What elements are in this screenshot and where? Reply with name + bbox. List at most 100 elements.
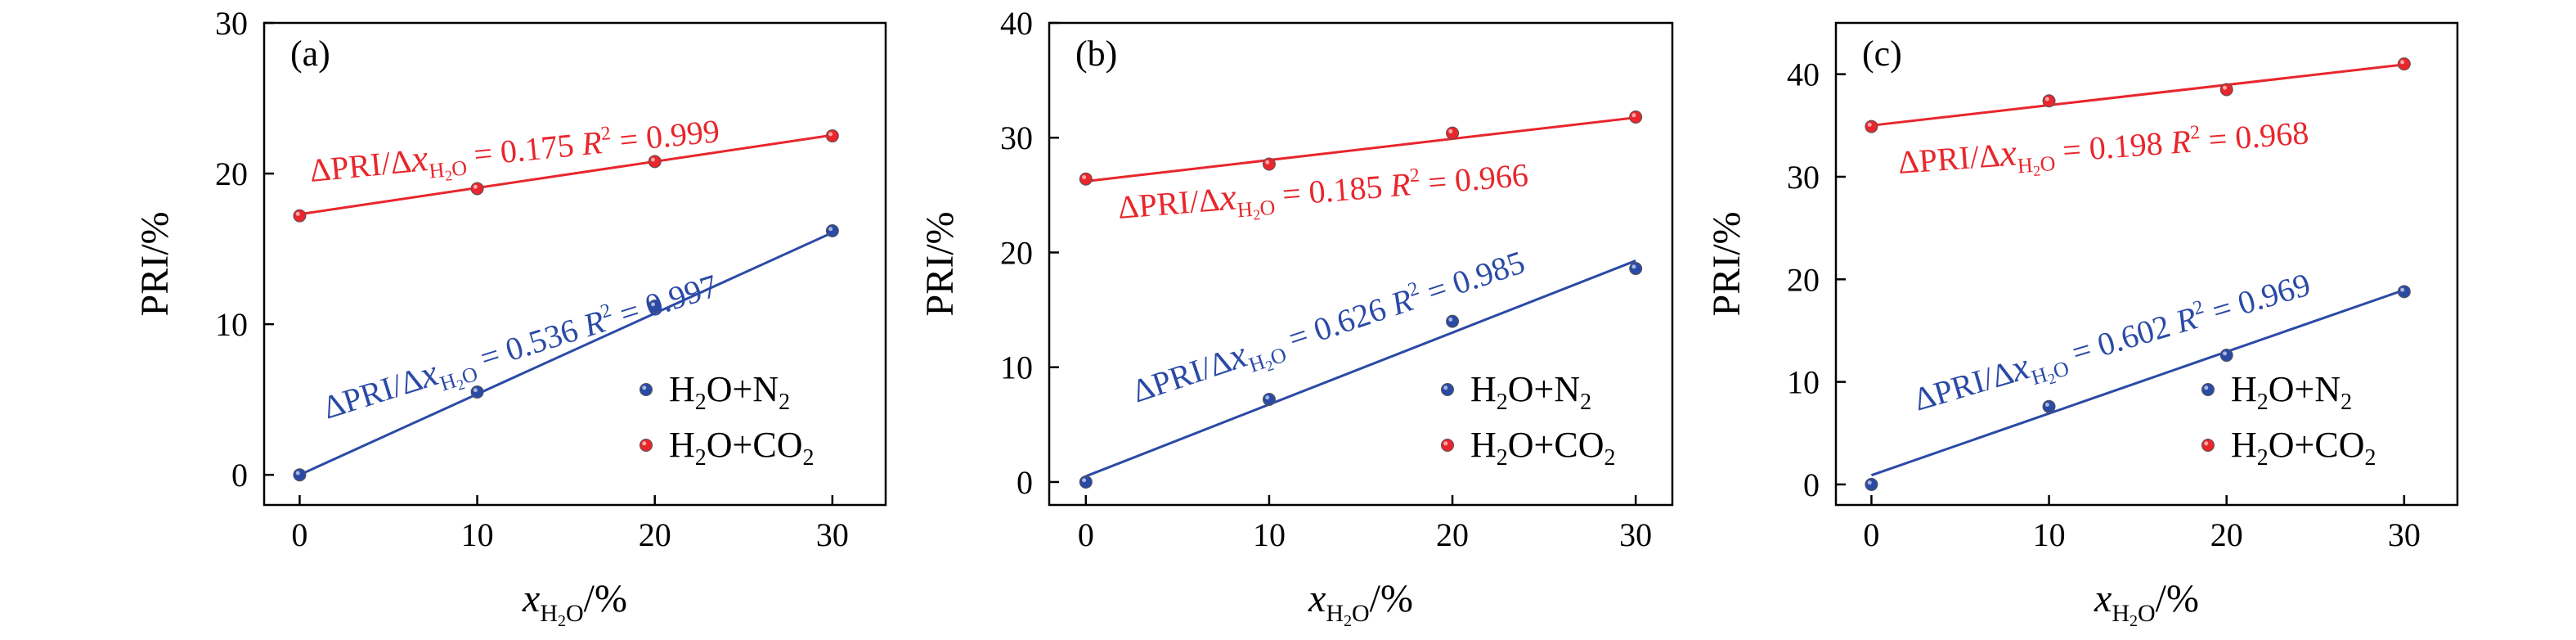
annotation-sub: H: [428, 158, 446, 183]
annotation-sub: H: [1236, 197, 1254, 222]
legend-formula-a: H: [1470, 369, 1497, 409]
data-point-highlight: [1082, 478, 1087, 483]
x-axis-label: xH2O/%: [2094, 577, 2199, 630]
annotation-r: R: [2169, 123, 2192, 161]
data-point-s2: [1079, 172, 1093, 186]
annotation-sub3: O: [2040, 151, 2057, 176]
x-axis-label-var: x: [522, 577, 540, 620]
y-axis-label: PRI/%: [133, 211, 177, 316]
x-axis-label-sub2: 2: [558, 612, 566, 630]
data-point-highlight: [2223, 351, 2228, 356]
x-axis-label-sub3: O: [1352, 600, 1370, 627]
x-tick-label: 30: [816, 516, 849, 553]
annotation-r-val: = 0.969: [2200, 266, 2314, 332]
y-axis-label: PRI/%: [1705, 211, 1748, 316]
data-point-s2: [2219, 83, 2233, 97]
annotation-slope: = 0.536: [468, 311, 582, 379]
y-tick-label: 20: [1000, 234, 1033, 271]
y-tick-label: 20: [215, 155, 248, 192]
legend-marker-s2: [1441, 439, 1454, 452]
data-point-s1: [2042, 399, 2056, 413]
annotation-sub2: 2: [1252, 206, 1261, 223]
legend-formula-b: O+N: [1508, 369, 1580, 409]
annotation-sub2: 2: [2033, 162, 2041, 179]
x-axis-label-unit: /%: [584, 577, 627, 620]
legend-formula-b: O+N: [707, 369, 779, 409]
x-axis-label-sub2: 2: [1344, 612, 1352, 630]
data-point-s1: [2397, 285, 2411, 299]
data-point-highlight: [1867, 480, 1872, 485]
legend-sub-a: 2: [1497, 445, 1508, 471]
legend-sub-b: 2: [2365, 445, 2376, 471]
annotation-r: R: [1388, 165, 1411, 204]
y-tick-label: 0: [231, 457, 248, 494]
x-axis-label-sub2: 2: [2129, 612, 2138, 630]
annotation-r-val: = 0.968: [2199, 114, 2310, 159]
data-point-highlight: [1631, 113, 1636, 118]
data-point-s2: [1262, 157, 1276, 171]
legend-label-s1: H2O+N2: [1470, 369, 1591, 415]
data-point-s2: [1865, 119, 1878, 133]
data-point-highlight: [2400, 60, 2405, 65]
annotation-lhs: ΔPRI/Δ: [1116, 181, 1221, 226]
panel-label: (a): [290, 34, 330, 74]
legend-marker-highlight: [2204, 385, 2209, 390]
y-tick-label: 0: [1803, 466, 1820, 503]
x-axis-label-sub3: O: [566, 600, 584, 627]
data-point-highlight: [2044, 402, 2049, 407]
annotation-r-val: = 0.985: [1415, 243, 1529, 313]
annotation-sub2: 2: [444, 167, 453, 184]
y-tick-label: 10: [1000, 349, 1033, 386]
data-point-highlight: [473, 388, 478, 393]
x-axis-label-sub: H: [1326, 600, 1344, 627]
chart-panel-2: 0 10 20 30010203040(b)PRI/%xH2O/%ΔPRI/ΔxH2O…: [918, 5, 1674, 630]
data-point-s1: [2219, 349, 2233, 363]
fit-line-s1: [298, 231, 833, 476]
x-axis-label-sub3: O: [2138, 600, 2156, 627]
legend-formula-a: H: [2231, 369, 2257, 409]
data-point-highlight: [2223, 85, 2228, 90]
legend-sub-a: 2: [1497, 390, 1508, 415]
annotation-lhs: ΔPRI/Δ: [1910, 354, 2017, 418]
legend-formula-b: O+CO: [2269, 425, 2365, 465]
fit-line-s1: [1870, 288, 2405, 477]
data-point-s2: [1446, 126, 1460, 140]
annotation-r-val: = 0.966: [1419, 156, 1530, 201]
legend-marker-highlight: [1443, 385, 1448, 390]
data-point-s1: [1262, 392, 1276, 406]
data-point-s2: [2042, 94, 2056, 108]
legend-marker-s2: [2201, 439, 2215, 452]
fit-line-s2: [1085, 116, 1636, 183]
fit-line-s2: [299, 133, 833, 216]
annotation-slope: = 0.185: [1272, 168, 1384, 213]
chart-panel-3: 0 10 20 30010203040(c)PRI/%xH2O/%ΔPRI/ΔxH2O…: [1705, 21, 2459, 630]
legend-formula-b: O+CO: [707, 425, 803, 465]
data-point-highlight: [1082, 175, 1087, 180]
data-point-highlight: [1265, 160, 1270, 165]
annotation-slope: = 0.198: [2053, 124, 2165, 169]
data-point-highlight: [295, 211, 300, 216]
data-point-s2: [1629, 110, 1643, 124]
annotation-r-val: = 0.997: [608, 267, 722, 335]
legend-sub-b: 2: [1604, 445, 1616, 471]
legend-label-s1: H2O+N2: [2231, 369, 2352, 415]
data-point-highlight: [1448, 128, 1453, 133]
data-point-s2: [293, 209, 307, 223]
annotation-sub3: O: [451, 155, 469, 181]
x-tick-label: 0: [1078, 516, 1094, 553]
legend-sub-b: 2: [1580, 390, 1591, 415]
x-axis-label-sub: H: [540, 600, 558, 627]
legend-label-s2: H2O+CO2: [669, 425, 815, 471]
legend-sub-b: 2: [2340, 390, 2352, 415]
legend-sub-a: 2: [695, 390, 707, 415]
legend-formula-b: O+CO: [1508, 425, 1604, 465]
legend-sub-b: 2: [803, 445, 815, 471]
legend-marker-s1: [2201, 383, 2215, 396]
data-point-highlight: [1265, 395, 1270, 400]
legend-marker-s1: [1441, 383, 1454, 396]
data-point-highlight: [828, 132, 833, 137]
x-tick-label: 0: [1863, 516, 1879, 553]
data-point-s2: [2397, 57, 2411, 71]
legend-formula-a: H: [669, 369, 695, 409]
